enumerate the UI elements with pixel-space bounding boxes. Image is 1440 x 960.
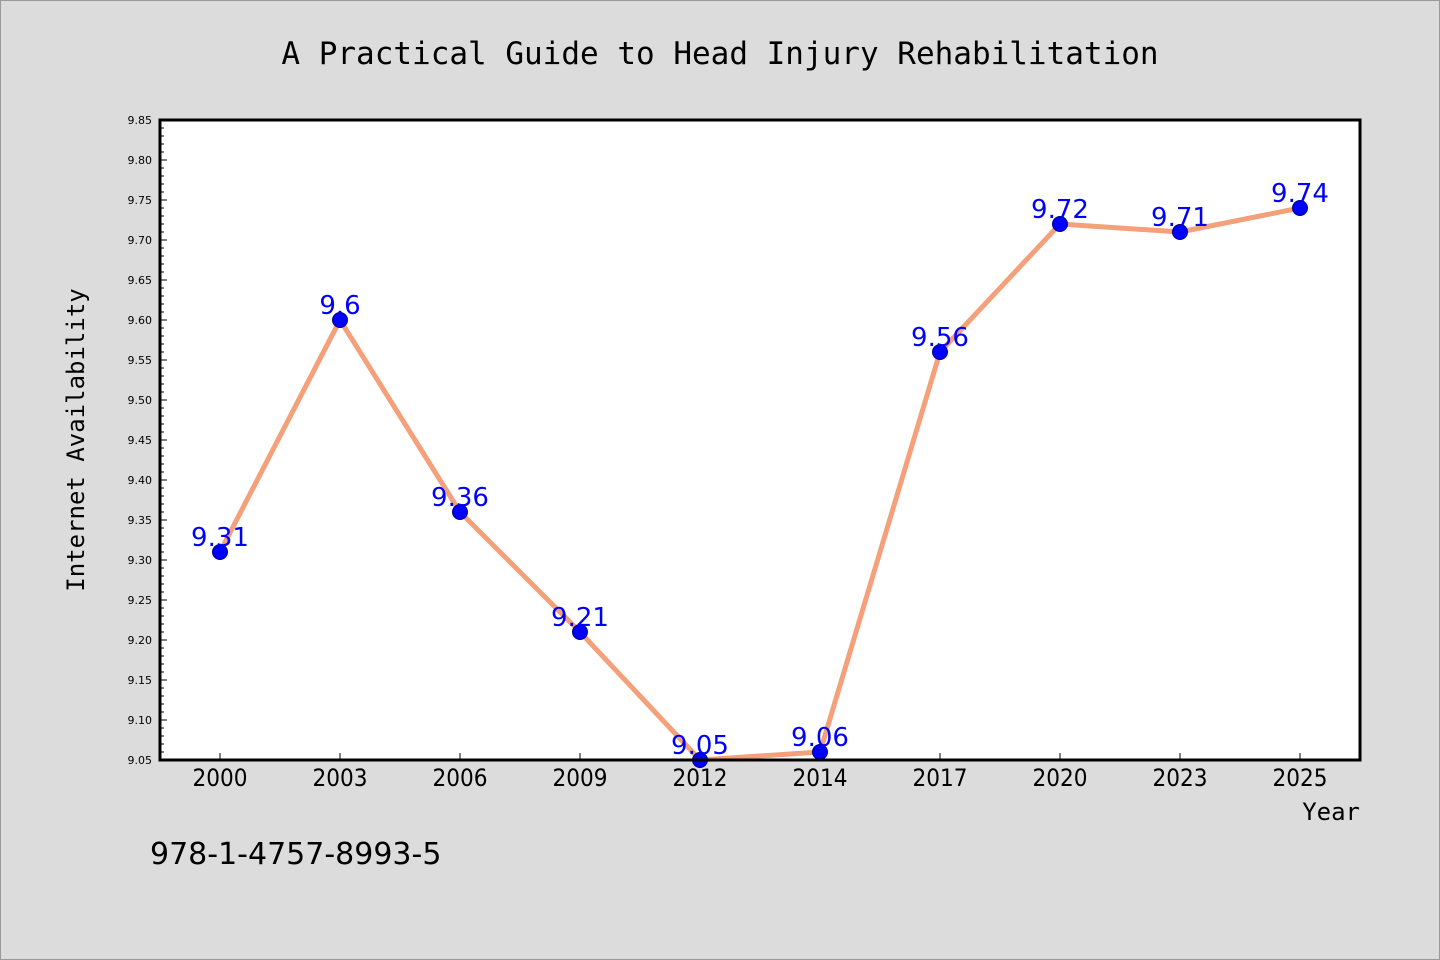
x-tick-label: 2017 xyxy=(913,764,968,792)
y-axis: 9.05 9.10 9.15 9.20 9.25 9.30 9.35 9.40 9.45 9.50… xyxy=(128,114,167,767)
y-tick-label: 9.65 xyxy=(128,274,153,287)
x-tick-label: 2003 xyxy=(313,764,368,792)
data-label: 9.6 xyxy=(319,291,360,321)
data-label: 9.05 xyxy=(671,731,729,761)
data-label: 9.56 xyxy=(911,323,969,353)
y-tick-label: 9.25 xyxy=(128,594,153,607)
y-tick-label: 9.60 xyxy=(128,314,153,327)
data-point xyxy=(932,344,948,360)
y-tick-label: 9.05 xyxy=(128,754,153,767)
data-point xyxy=(1052,216,1068,232)
y-tick-label: 9.10 xyxy=(128,714,153,727)
y-tick-label: 9.40 xyxy=(128,474,153,487)
x-axis: 2000 2003 2006 2009 2012 2014 2017 2020 2023 2025 xyxy=(193,753,1328,792)
plot-frame xyxy=(158,118,1362,762)
x-tick-label: 2006 xyxy=(433,764,488,792)
series-group xyxy=(212,200,1308,768)
data-label: 9.31 xyxy=(191,523,249,553)
y-tick-label: 9.75 xyxy=(128,194,153,207)
x-tick-label: 2020 xyxy=(1033,764,1088,792)
data-point xyxy=(212,544,228,560)
y-tick-label: 9.80 xyxy=(128,154,153,167)
y-tick-label: 9.55 xyxy=(128,354,153,367)
plot-area xyxy=(160,120,1360,760)
y-tick-label: 9.30 xyxy=(128,554,153,567)
series-line xyxy=(217,205,1303,763)
y-tick-label: 9.70 xyxy=(128,234,153,247)
data-label: 9.71 xyxy=(1151,203,1209,233)
y-tick-label: 9.20 xyxy=(128,634,153,647)
data-point xyxy=(332,312,348,328)
isbn-text: 978-1-4757-8993-5 xyxy=(150,837,441,872)
x-tick-label: 2009 xyxy=(553,764,608,792)
data-label: 9.74 xyxy=(1271,179,1329,209)
y-tick-label: 9.35 xyxy=(128,514,153,527)
x-tick-label: 2014 xyxy=(793,764,848,792)
data-label: 9.36 xyxy=(431,483,489,513)
data-label: 9.72 xyxy=(1031,195,1089,225)
data-label: 9.21 xyxy=(551,603,609,633)
x-tick-label: 2025 xyxy=(1273,764,1328,792)
data-label: 9.06 xyxy=(791,723,849,753)
x-tick-label: 2012 xyxy=(673,764,728,792)
chart-title: A Practical Guide to Head Injury Rehabil… xyxy=(281,36,1158,72)
y-tick-label: 9.45 xyxy=(128,434,153,447)
x-tick-label: 2000 xyxy=(193,764,248,792)
y-tick-label: 9.85 xyxy=(128,114,153,127)
data-point xyxy=(452,504,468,520)
data-point xyxy=(1292,200,1308,216)
data-label-group: 9.31 9.6 9.36 9.21 9.05 9.06 9.56 9.72 9.71 9.74 xyxy=(191,179,1329,761)
y-tick-label: 9.15 xyxy=(128,674,153,687)
x-tick-label: 2023 xyxy=(1153,764,1208,792)
data-point xyxy=(572,624,588,640)
y-axis-label: Internet Availability xyxy=(62,288,90,591)
data-point xyxy=(1172,224,1188,240)
x-axis-label: Year xyxy=(1302,798,1360,826)
y-tick-label: 9.50 xyxy=(128,394,153,407)
